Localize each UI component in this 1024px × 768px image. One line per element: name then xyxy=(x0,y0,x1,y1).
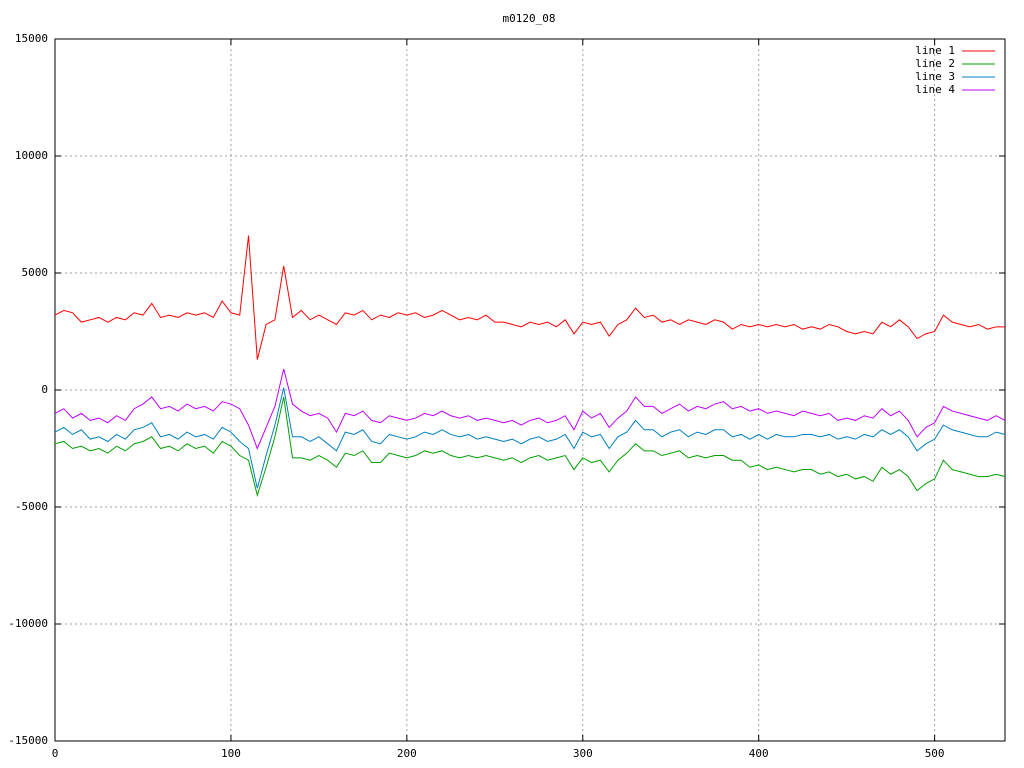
y-tick-label: -10000 xyxy=(8,617,48,630)
x-tick-label: 300 xyxy=(573,747,593,760)
y-tick-label: -5000 xyxy=(15,500,48,513)
plot-frame xyxy=(54,38,1006,742)
x-tick-label: 100 xyxy=(221,747,241,760)
x-tick-label: 400 xyxy=(749,747,769,760)
legend-label: line 4 xyxy=(915,83,955,96)
series-line xyxy=(54,368,1006,450)
y-tick-label: 5000 xyxy=(22,266,49,279)
series-line xyxy=(54,396,1006,498)
x-tick-label: 0 xyxy=(52,747,59,760)
x-tick-label: 500 xyxy=(925,747,945,760)
y-tick-label: 10000 xyxy=(15,149,48,162)
legend-label: line 3 xyxy=(915,70,955,83)
chart-title: m0120_08 xyxy=(503,12,556,25)
series-line xyxy=(54,235,1005,360)
y-tick-label: -15000 xyxy=(8,734,48,747)
y-tick-label: 0 xyxy=(41,383,48,396)
legend-label: line 2 xyxy=(915,57,955,70)
series-line xyxy=(54,387,1006,489)
x-tick-label: 200 xyxy=(397,747,417,760)
y-tick-label: 15000 xyxy=(15,32,48,45)
legend-label: line 1 xyxy=(915,44,955,57)
